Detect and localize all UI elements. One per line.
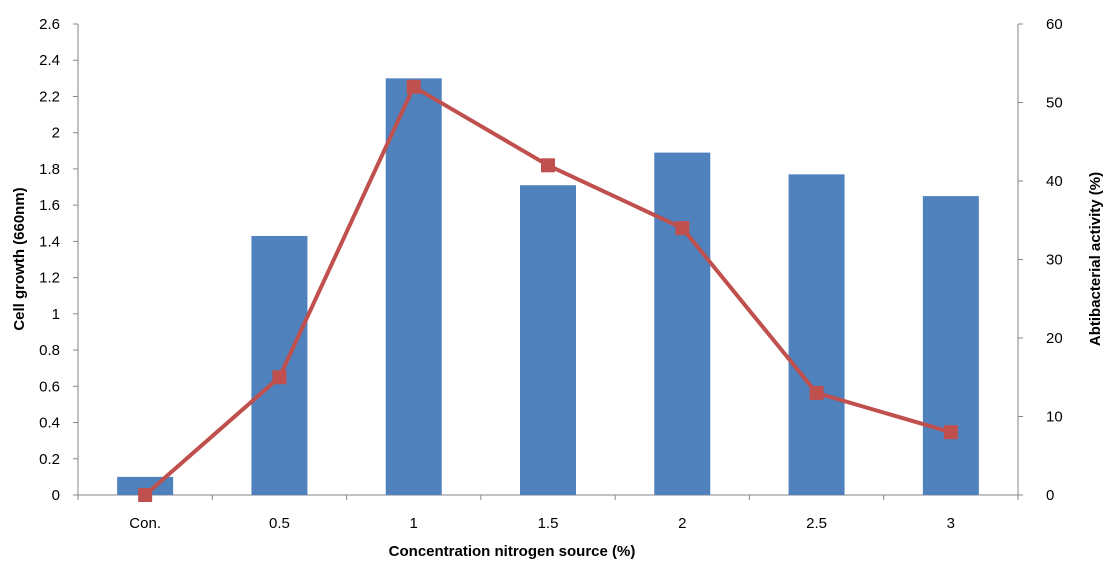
bar xyxy=(251,235,308,495)
y-tick-label: 0.6 xyxy=(39,378,60,395)
line-marker xyxy=(138,488,153,502)
y2-tick-label: 30 xyxy=(1046,252,1063,269)
y2-tick-label: 0 xyxy=(1046,487,1054,504)
y-tick-label: 0.4 xyxy=(39,415,60,432)
y-axis-title: Cell growth (660nm) xyxy=(11,187,28,330)
bar xyxy=(654,152,711,495)
line-marker xyxy=(809,385,824,400)
y-tick-label: 0.8 xyxy=(39,342,60,359)
line-marker xyxy=(943,425,958,440)
y-tick-label: 2.2 xyxy=(39,88,60,105)
bar xyxy=(922,196,979,495)
y-tick-label: 1 xyxy=(52,306,60,323)
y-tick-label: 1.2 xyxy=(39,270,60,287)
y-tick-label: 2 xyxy=(52,125,60,142)
y2-tick-label: 50 xyxy=(1046,95,1063,112)
y-tick-label: 0.2 xyxy=(39,451,60,468)
x-tick-label: Con. xyxy=(129,515,161,532)
line-marker xyxy=(272,370,287,385)
line-marker xyxy=(406,79,421,94)
y-tick-label: 2.6 xyxy=(39,16,60,33)
y2-tick-label: 60 xyxy=(1046,16,1063,33)
line-marker xyxy=(675,221,690,236)
line-marker xyxy=(541,158,555,173)
x-tick-label: 1 xyxy=(410,515,418,532)
x-tick-label: 3 xyxy=(947,515,955,532)
y-tick-label: 1.6 xyxy=(39,197,60,214)
y2-axis-title: Abtibacterial activity (%) xyxy=(1087,172,1104,346)
y-tick-label: 1.8 xyxy=(39,161,60,178)
bar-series xyxy=(117,78,979,495)
y-tick-label: 2.4 xyxy=(39,52,60,69)
line-series xyxy=(138,79,958,502)
x-axis-title: Concentration nitrogen source (%) xyxy=(389,543,636,560)
x-tick-label: 0.5 xyxy=(269,515,290,532)
y2-tick-label: 40 xyxy=(1046,173,1063,190)
y-tick-label: 1.4 xyxy=(39,233,60,250)
y2-tick-label: 20 xyxy=(1046,330,1063,347)
y2-tick-label: 10 xyxy=(1046,409,1063,426)
bar xyxy=(788,174,845,495)
x-tick-label: 1.5 xyxy=(538,515,559,532)
bar xyxy=(385,78,442,495)
x-tick-label: 2.5 xyxy=(806,515,827,532)
x-tick-label: 2 xyxy=(678,515,686,532)
y-tick-label: 0 xyxy=(52,487,60,504)
tick-labels: 0 0.2 0.4 0.6 0.8 1 1.2 1.4 1.6 1.8 2 2.2 2.4 2.6 0 10 2… xyxy=(39,16,1063,532)
bar xyxy=(520,185,576,495)
